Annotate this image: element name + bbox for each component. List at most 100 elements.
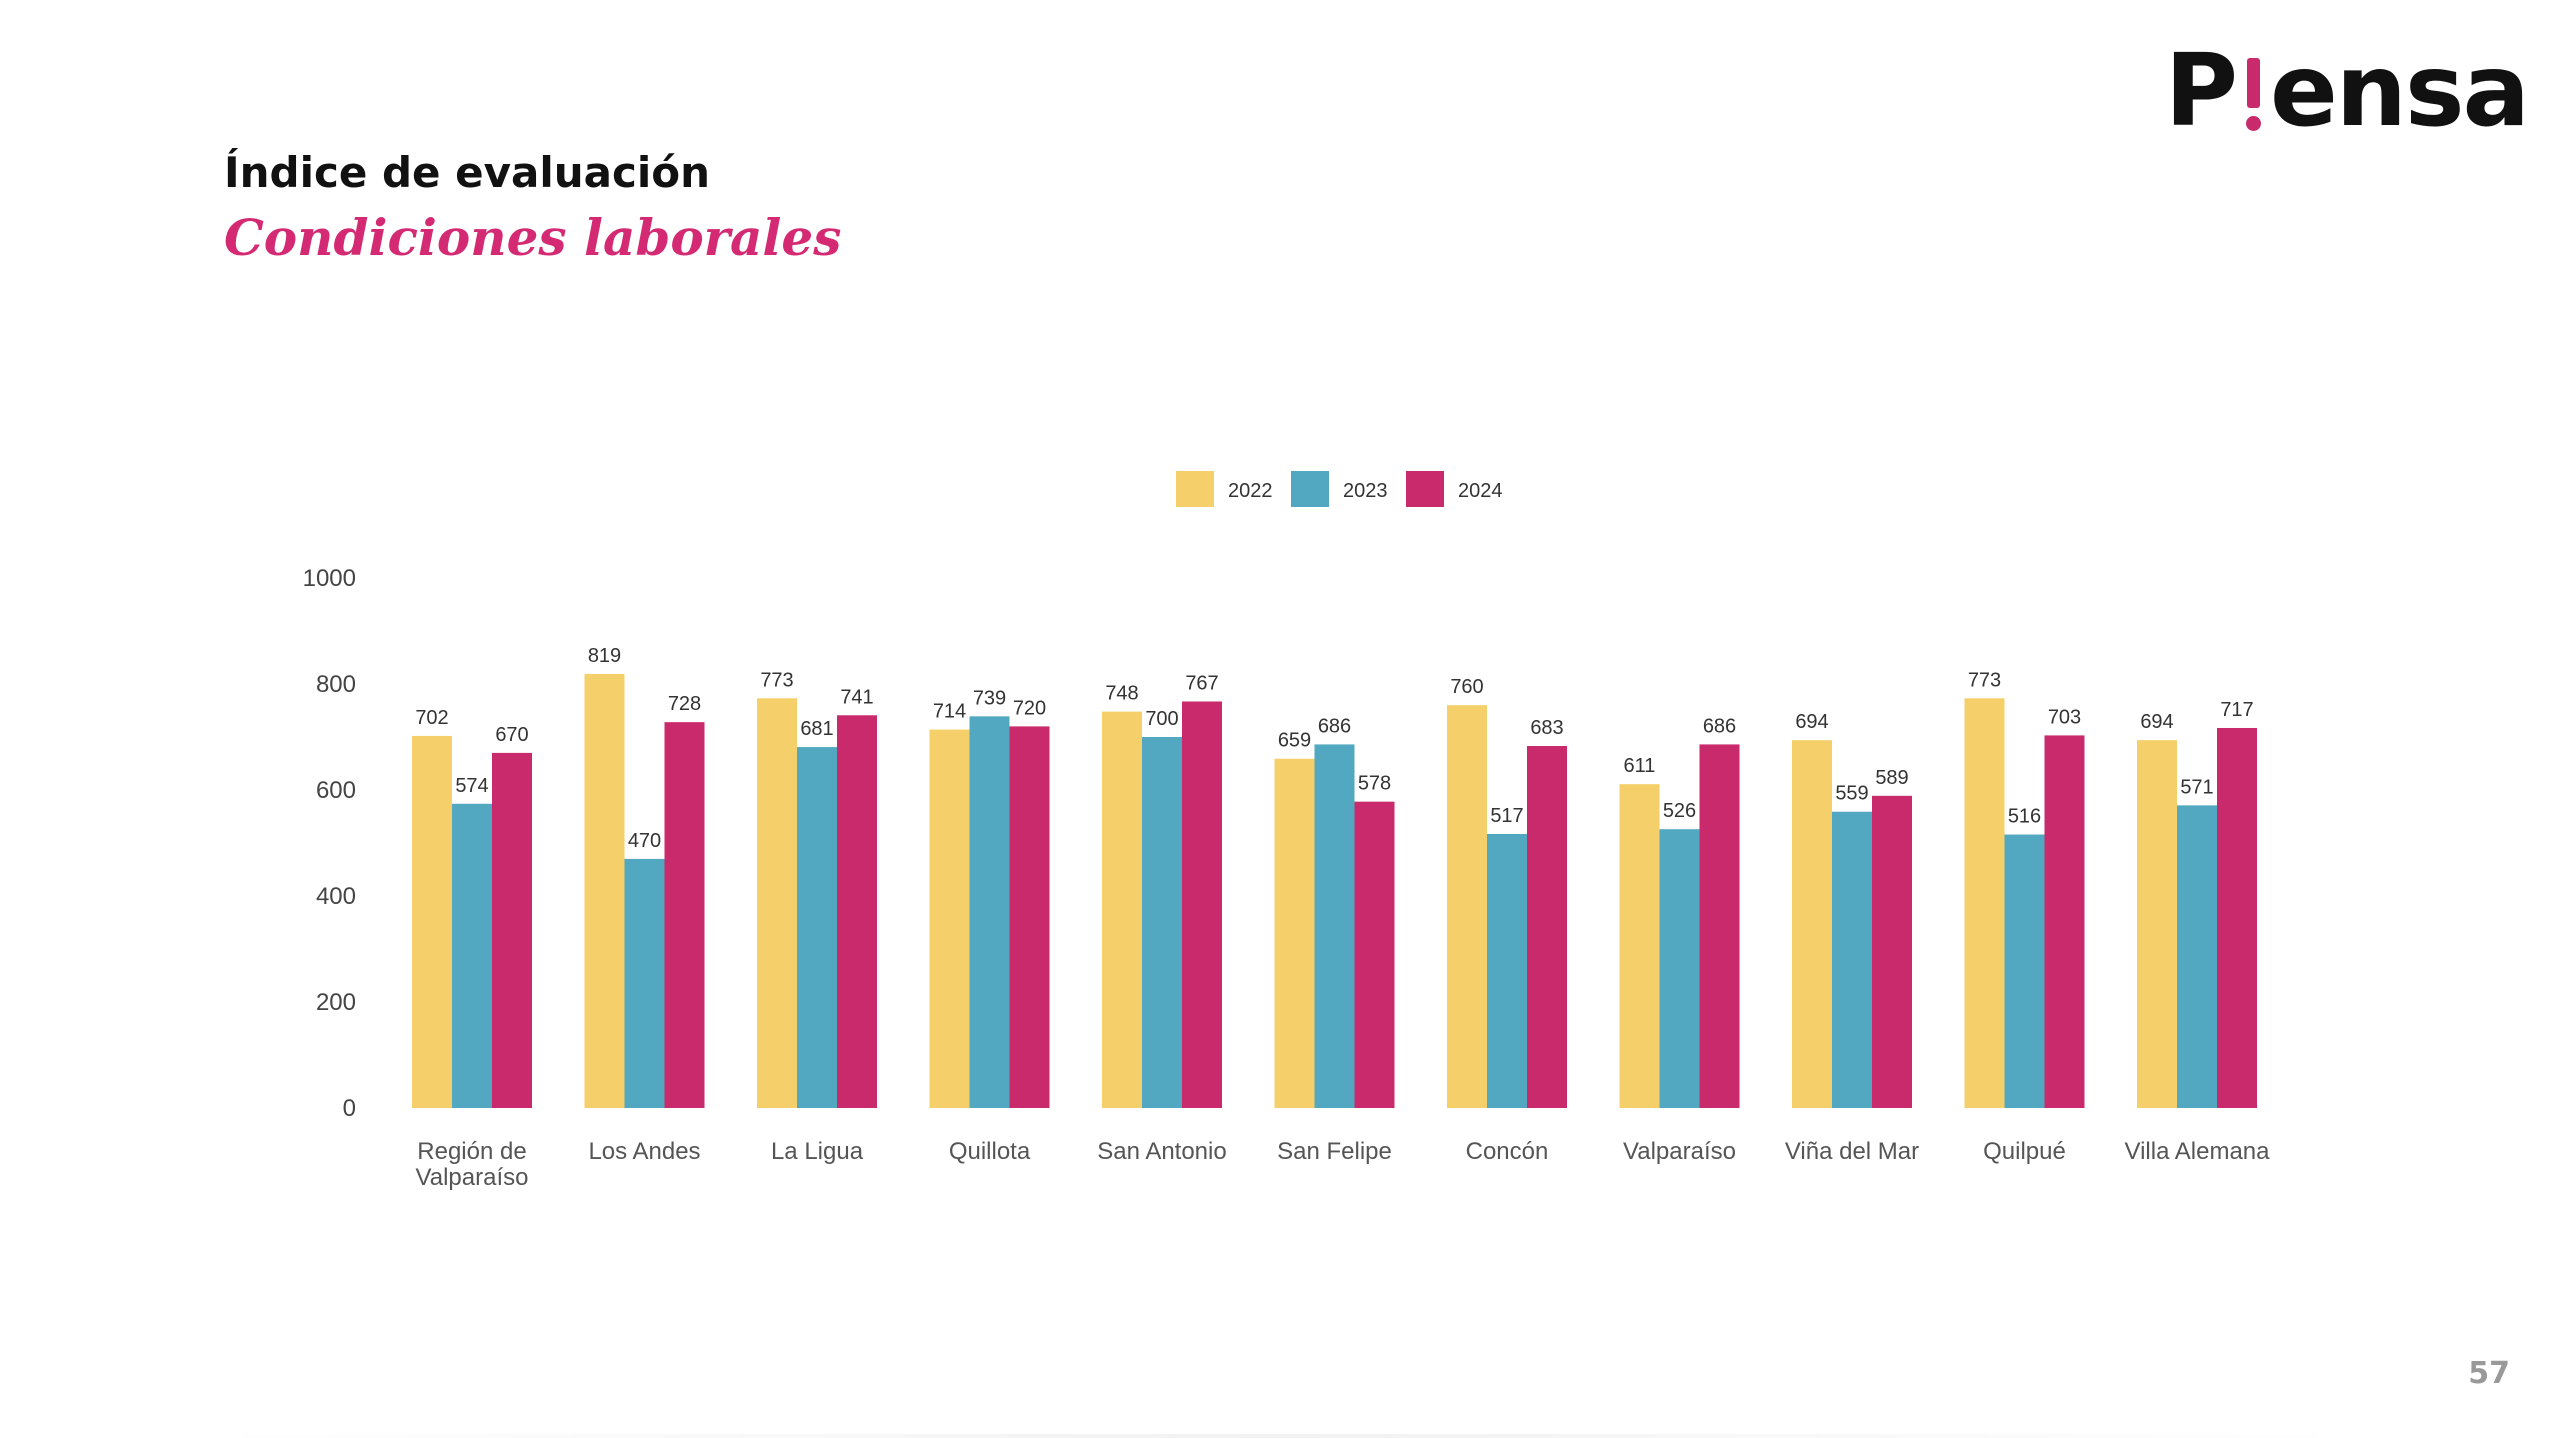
page-number: 57 — [2468, 1356, 2510, 1391]
x-category-label: San Felipe — [1277, 1138, 1392, 1165]
bar-2024 — [1182, 701, 1222, 1108]
x-category-label: Villa Alemana — [2125, 1138, 2271, 1165]
data-label: 571 — [2180, 776, 2213, 798]
data-label: 670 — [495, 724, 528, 746]
page-title: Índice de evaluación — [224, 148, 711, 197]
data-label: 659 — [1278, 730, 1311, 752]
exclamation-icon — [2236, 36, 2270, 136]
data-label: 686 — [1703, 715, 1736, 737]
data-label: 728 — [668, 693, 701, 715]
bar-2024 — [837, 715, 877, 1108]
data-label: 773 — [1968, 669, 2001, 691]
y-tick-label: 800 — [316, 671, 356, 698]
data-label: 819 — [588, 645, 621, 667]
bar-2024 — [1699, 744, 1740, 1108]
y-tick-label: 400 — [316, 883, 356, 910]
data-label: 611 — [1624, 755, 1656, 777]
bar-2024 — [2217, 727, 2257, 1108]
bar-2022 — [1792, 740, 1832, 1108]
y-tick-label: 0 — [343, 1095, 356, 1122]
chart-legend: 2022 2023 2024 — [1176, 471, 1503, 507]
bar-2024 — [664, 722, 705, 1108]
y-tick-label: 1000 — [303, 565, 356, 592]
y-tick-label: 200 — [316, 989, 356, 1016]
bar-2022 — [757, 698, 797, 1108]
data-label: 574 — [455, 775, 488, 797]
data-label: 516 — [2008, 806, 2041, 828]
bar-2022 — [1619, 784, 1660, 1108]
bar-2022 — [1447, 705, 1487, 1108]
bars — [412, 673, 2257, 1108]
x-category-label: Quillota — [949, 1138, 1031, 1165]
bar-2023 — [797, 747, 837, 1108]
bar-2023 — [1659, 829, 1700, 1108]
data-label: 470 — [628, 830, 661, 852]
bar-2023 — [624, 858, 665, 1108]
bar-2023 — [2004, 834, 2045, 1108]
data-label: 683 — [1530, 717, 1563, 739]
data-labels: 702 574 670 819 470 728 773 681 741 714 739 720 748 7… — [415, 645, 2253, 852]
bar-2022 — [1964, 698, 2005, 1108]
data-label: 760 — [1450, 676, 1483, 698]
data-label: 702 — [415, 707, 448, 729]
data-label: 748 — [1105, 683, 1138, 705]
x-category-label: La Ligua — [771, 1138, 864, 1165]
bar-2024 — [492, 752, 532, 1108]
bar-2023 — [1314, 744, 1355, 1108]
y-axis: 0 200 400 600 800 1000 — [303, 565, 356, 1122]
bar-2023 — [1487, 833, 1527, 1108]
bar-2022 — [1102, 711, 1142, 1108]
bar-2023 — [969, 716, 1010, 1108]
bar-2024 — [1527, 746, 1567, 1108]
legend-swatch-2022 — [1176, 471, 1214, 507]
data-label: 578 — [1358, 773, 1391, 795]
data-label: 714 — [933, 701, 966, 723]
x-category-label: Valparaíso — [416, 1164, 529, 1191]
data-label: 773 — [760, 669, 793, 691]
bar-2023 — [1142, 737, 1182, 1108]
data-label: 703 — [2048, 706, 2081, 728]
bar-2023 — [452, 803, 492, 1108]
bar-2022 — [929, 729, 970, 1108]
bar-2024 — [2044, 735, 2085, 1108]
data-label: 517 — [1490, 805, 1523, 827]
bar-2024 — [1009, 726, 1050, 1108]
data-label: 589 — [1875, 767, 1908, 789]
x-category-label: Valparaíso — [1623, 1138, 1736, 1165]
data-label: 741 — [840, 686, 873, 708]
data-label: 526 — [1663, 800, 1696, 822]
x-category-label: Viña del Mar — [1785, 1138, 1919, 1165]
data-label: 720 — [1013, 697, 1046, 719]
data-label: 686 — [1318, 715, 1351, 737]
x-category-label: Concón — [1466, 1138, 1549, 1165]
x-category-label: Quilpué — [1983, 1138, 2066, 1165]
bottom-divider — [200, 1434, 2360, 1438]
x-category-label: San Antonio — [1097, 1138, 1226, 1165]
legend-swatch-2024 — [1406, 471, 1444, 507]
bar-2022 — [412, 735, 452, 1108]
data-label: 559 — [1835, 783, 1868, 805]
y-tick-label: 600 — [316, 777, 356, 804]
legend-label-2022: 2022 — [1228, 480, 1273, 502]
data-label: 694 — [2140, 711, 2173, 733]
page-subtitle: Condiciones laborales — [224, 208, 842, 267]
data-label: 717 — [2220, 699, 2253, 721]
bar-2024 — [1354, 801, 1395, 1108]
bar-2022 — [2137, 740, 2177, 1108]
bar-2022 — [584, 673, 625, 1108]
bar-2023 — [2177, 805, 2217, 1108]
x-category-label: Región de — [417, 1138, 526, 1165]
bar-2024 — [1872, 795, 1912, 1108]
data-label: 767 — [1185, 672, 1218, 694]
legend-swatch-2023 — [1291, 471, 1329, 507]
data-label: 681 — [800, 718, 833, 740]
data-label: 694 — [1795, 711, 1828, 733]
legend-label-2024: 2024 — [1458, 480, 1503, 502]
data-label: 700 — [1145, 708, 1178, 730]
legend-label-2023: 2023 — [1343, 480, 1388, 502]
bar-2023 — [1832, 811, 1872, 1108]
x-category-label: Los Andes — [588, 1138, 700, 1165]
